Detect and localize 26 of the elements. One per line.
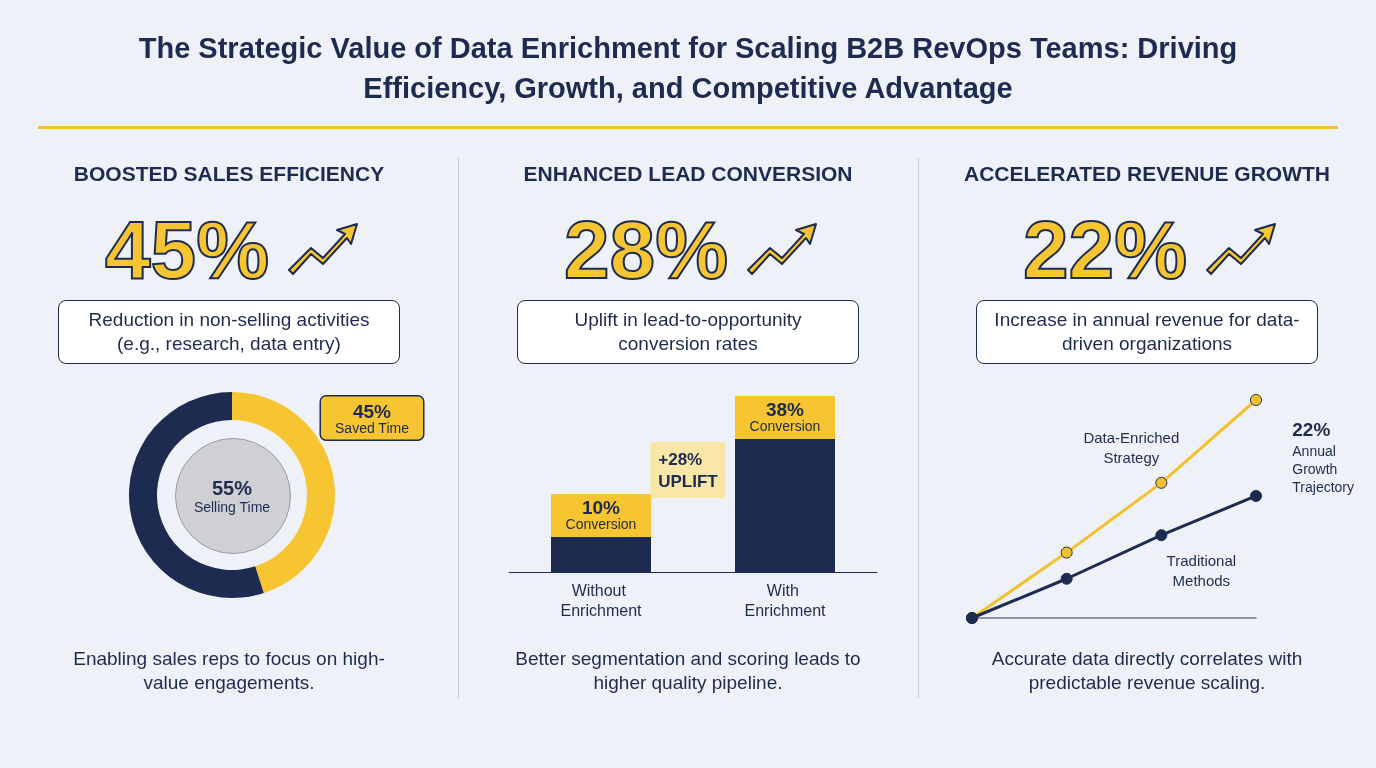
series-label: Data-Enriched Strategy [1083,429,1180,467]
x-tick-label: With Enrichment [744,581,827,619]
text: Annual Growth Trajectory [1292,442,1354,495]
chart-title: ACCELERATED REVENUE GROWTH [963,162,1331,186]
slice-label: Saved Time [335,419,410,436]
data-label: 38% Conversion [749,399,821,434]
chart-title: ENHANCED LEAD CONVERSION [522,162,854,186]
text: Accurate data directly correlates with predictable revenue scaling. [990,647,1304,695]
text: The Strategic Value of Data Enrichment for Scaling B2B RevOps Teams: Driving Efficiency, Growth, and Competitive Advantage [138,31,1238,106]
x-tick-label: Without Enrichment [560,581,643,619]
chart-title: BOOSTED SALES EFFICIENCY [72,162,386,186]
text: Increase in annual revenue for data-driven organizations [976,300,1318,364]
text: Uplift in lead-to-opportunity conversion rates [517,300,859,364]
series-label: Traditional Methods [1166,551,1237,589]
text: 22% [1023,204,1188,295]
annotation: +28% UPLIFT [658,449,719,491]
data-label: 55% [211,477,253,499]
slice-label: Selling Time [193,499,271,515]
text: 22% [1292,419,1331,440]
data-label: 10% Conversion [565,497,637,532]
text: Better segmentation and scoring leads to higher quality pipeline. [514,647,862,695]
text: 45% [352,400,392,422]
text: 28% [564,204,729,295]
text: Enabling sales reps to focus on high-value engagements. [72,647,386,695]
text: Reduction in non-selling activities (e.g., research, data entry) [58,300,400,364]
data-label: 45% [105,204,270,295]
